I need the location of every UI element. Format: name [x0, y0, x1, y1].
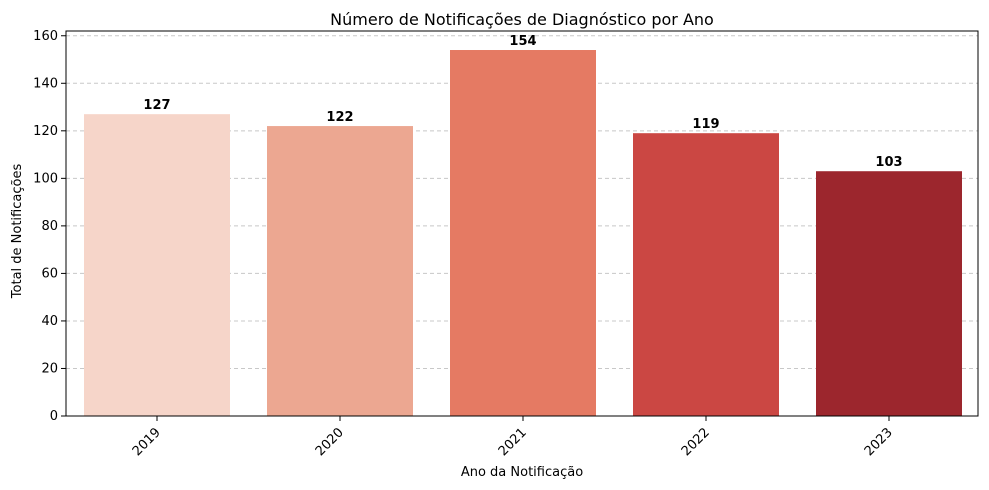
data-label-2021: 154	[509, 34, 536, 49]
data-labels: 127 122 154 119 103	[143, 34, 902, 170]
y-axis-ticks: 0 20 40 60 80 100 120 140 160	[33, 29, 66, 424]
x-tick-label: 2019	[130, 425, 164, 459]
x-axis-title: Ano da Notificação	[461, 465, 583, 480]
x-axis-ticks: 2019 2020 2021 2022 2023	[130, 416, 896, 459]
y-tick-label: 20	[41, 361, 58, 376]
bar-2022	[633, 133, 779, 417]
bar-2021	[450, 50, 596, 417]
y-tick-label: 160	[33, 29, 58, 44]
x-tick-label: 2022	[679, 425, 713, 459]
x-tick-label: 2021	[496, 425, 530, 459]
y-tick-label: 0	[50, 409, 58, 424]
y-tick-label: 80	[41, 219, 58, 234]
y-tick-label: 100	[33, 171, 58, 186]
y-tick-label: 40	[41, 314, 58, 329]
chart-title: Número de Notificações de Diagnóstico po…	[330, 10, 714, 29]
bar-2019	[84, 114, 230, 416]
data-label-2023: 103	[875, 155, 902, 170]
plot-frame	[65, 30, 979, 417]
y-tick-label: 60	[41, 266, 58, 281]
bar-2020	[267, 126, 413, 416]
x-tick-label: 2023	[862, 425, 896, 459]
y-axis-title: Total de Notificações	[10, 164, 25, 300]
bars	[84, 50, 962, 417]
data-label-2019: 127	[143, 98, 170, 113]
data-label-2020: 122	[326, 110, 353, 125]
data-label-2022: 119	[692, 117, 719, 132]
y-tick-label: 140	[33, 76, 58, 91]
bar-2023	[816, 171, 962, 416]
x-tick-label: 2020	[313, 425, 347, 459]
y-tick-label: 120	[33, 124, 58, 139]
